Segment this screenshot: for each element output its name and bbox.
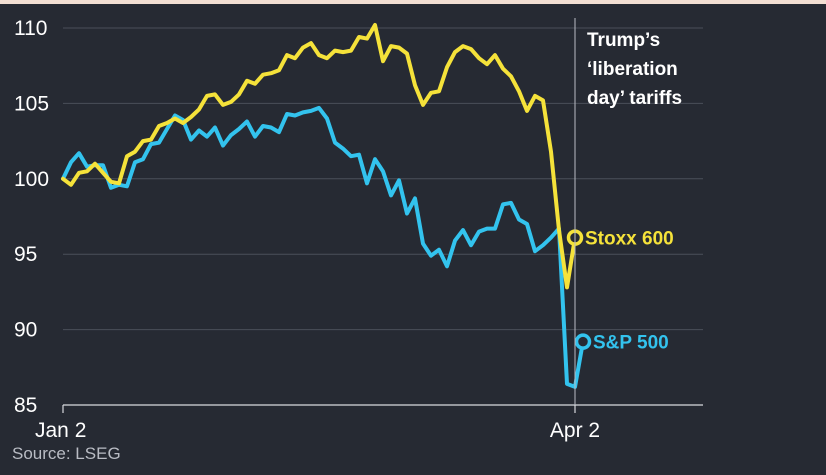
series-line-stoxx-600 bbox=[61, 23, 577, 290]
annotation-text-line: Trump’s bbox=[587, 30, 660, 51]
series-end-label: Stoxx 600 bbox=[585, 229, 674, 250]
annotation: Trump’s ‘liberation day’ tariffs bbox=[574, 18, 682, 405]
gridlines bbox=[63, 27, 703, 331]
y-tick-label: 110 bbox=[14, 17, 47, 40]
annotation-text-line: ‘liberation bbox=[587, 59, 678, 80]
x-tick-label: Jan 2 bbox=[35, 419, 86, 442]
y-tick-label: 100 bbox=[14, 168, 49, 191]
y-tick-label: 85 bbox=[14, 394, 37, 417]
source-note: Source: LSEG bbox=[12, 444, 121, 463]
x-tick-label: Apr 2 bbox=[550, 419, 600, 442]
axes: 85 90 95 100 105 110 Jan 2 Apr 2 bbox=[14, 17, 703, 442]
series-end-marker bbox=[574, 333, 592, 350]
series-line-sp-500 bbox=[61, 105, 585, 389]
series-layer: Stoxx 600 S&P 500 bbox=[61, 23, 674, 389]
series-end-label: S&P 500 bbox=[593, 333, 669, 354]
annotation-text-line: day’ tariffs bbox=[587, 88, 682, 109]
y-tick-label: 95 bbox=[14, 243, 37, 266]
y-tick-label: 90 bbox=[14, 319, 37, 342]
y-tick-label: 105 bbox=[14, 92, 49, 115]
top-border-strip bbox=[0, 0, 826, 4]
